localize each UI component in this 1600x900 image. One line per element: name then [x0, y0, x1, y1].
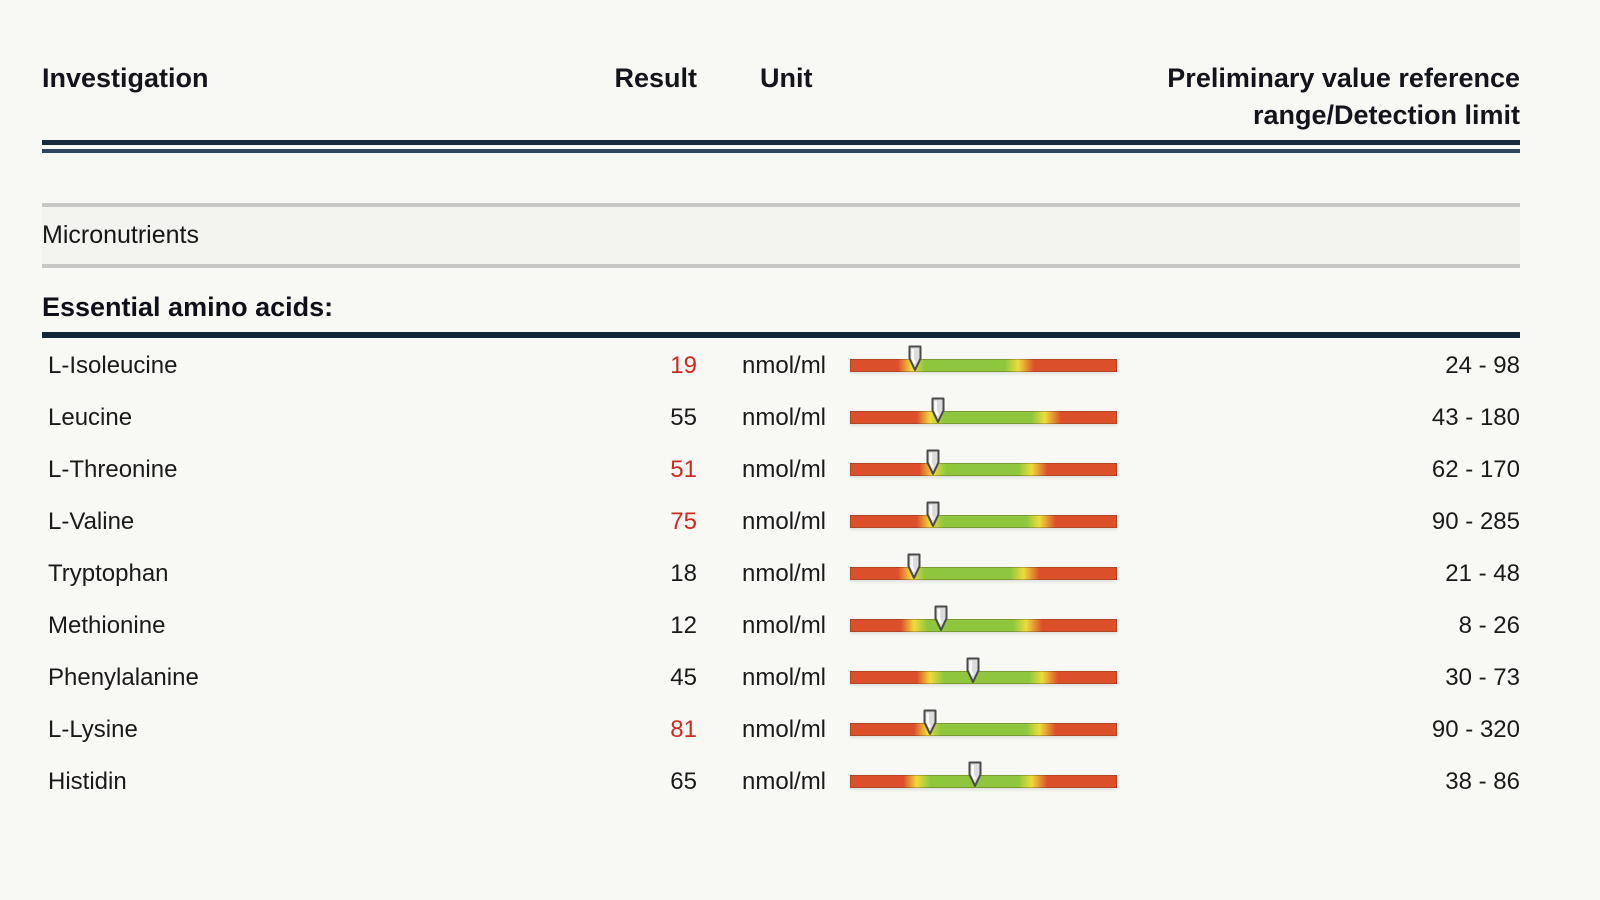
result-value: 81 [670, 716, 697, 743]
column-header-result: Result [614, 63, 697, 93]
analyte-name: Histidin [48, 768, 127, 795]
range-marker-icon [930, 397, 947, 424]
reference-bar-wrap [850, 657, 1117, 684]
reference-range-bar [850, 709, 1117, 736]
section-band-micronutrients: Micronutrients [42, 207, 1520, 268]
result-unit: nmol/ml [742, 404, 827, 431]
result-unit: nmol/ml [742, 456, 827, 483]
analyte-name: L-Isoleucine [48, 352, 178, 379]
analyte-name: Phenylalanine [48, 664, 199, 691]
reference-bar-wrap [850, 397, 1117, 424]
result-unit: nmol/ml [742, 612, 827, 639]
reference-range-bar [850, 449, 1117, 476]
column-header-investigation: Investigation [42, 63, 209, 93]
header-divider-top [42, 140, 1520, 145]
reference-range-bar [850, 501, 1117, 528]
result-value: 18 [670, 560, 697, 587]
table-row: Tryptophan 18 nmol/ml 21 - 48 [42, 548, 1520, 600]
table-row: Histidin 65 nmol/ml 38 - 86 [42, 756, 1520, 808]
table-row: Methionine 12 nmol/ml 8 - 26 [42, 600, 1520, 652]
result-unit: nmol/ml [742, 664, 827, 691]
reference-range-bar [850, 553, 1117, 580]
column-header-unit: Unit [760, 63, 813, 93]
range-marker-icon [922, 709, 939, 736]
result-unit: nmol/ml [742, 716, 827, 743]
spacer [42, 153, 1520, 203]
analyte-name: L-Lysine [48, 716, 138, 743]
reference-range: 8 - 26 [1458, 612, 1520, 639]
header-divider-bottom [42, 149, 1520, 153]
result-value: 45 [670, 664, 697, 691]
table-row: Phenylalanine 45 nmol/ml 30 - 73 [42, 652, 1520, 704]
table-row: Leucine 55 nmol/ml 43 - 180 [42, 392, 1520, 444]
result-value: 51 [670, 456, 697, 483]
section-title: Micronutrients [42, 221, 199, 249]
reference-range-bar [850, 397, 1117, 424]
table-row: L-Lysine 81 nmol/ml 90 - 320 [42, 704, 1520, 756]
group-underline [42, 332, 1520, 338]
result-value: 19 [670, 352, 697, 379]
reference-range: 90 - 320 [1431, 716, 1520, 743]
reference-bar-wrap [850, 449, 1117, 476]
results-table-body: L-Isoleucine 19 nmol/ml 24 - 98 Leucine … [42, 340, 1520, 808]
table-row: L-Valine 75 nmol/ml 90 - 285 [42, 496, 1520, 548]
result-value: 65 [670, 768, 697, 795]
result-unit: nmol/ml [742, 560, 827, 587]
table-header: Investigation Result Unit Preliminary va… [42, 60, 1520, 140]
reference-range-bar [850, 761, 1117, 788]
analyte-name: L-Threonine [48, 456, 178, 483]
analyte-name: Methionine [48, 612, 166, 639]
table-row: L-Threonine 51 nmol/ml 62 - 170 [42, 444, 1520, 496]
spacer [42, 268, 1520, 292]
reference-range: 21 - 48 [1445, 560, 1520, 587]
reference-range: 43 - 180 [1431, 404, 1520, 431]
group-title: Essential amino acids: [42, 292, 334, 322]
reference-range: 30 - 73 [1445, 664, 1520, 691]
analyte-name: Tryptophan [48, 560, 169, 587]
analyte-name: L-Valine [48, 508, 135, 535]
range-marker-icon [924, 449, 941, 476]
range-marker-icon [907, 345, 924, 372]
result-value: 75 [670, 508, 697, 535]
section-top-rule [42, 203, 1520, 207]
reference-bar-wrap [850, 709, 1117, 736]
range-marker-icon [964, 657, 981, 684]
range-marker-icon [924, 501, 941, 528]
result-value: 12 [670, 612, 697, 639]
result-value: 55 [670, 404, 697, 431]
reference-range: 38 - 86 [1445, 768, 1520, 795]
range-marker-icon [967, 761, 984, 788]
report-content: Investigation Result Unit Preliminary va… [42, 0, 1520, 808]
column-header-reference-line1: Preliminary value reference [1167, 63, 1520, 93]
column-header-reference: Preliminary value reference range/Detect… [1167, 60, 1520, 134]
reference-bar-wrap [850, 553, 1117, 580]
reference-bar-wrap [850, 501, 1117, 528]
reference-bar-wrap [850, 345, 1117, 372]
range-marker-icon [906, 553, 923, 580]
reference-range-bar [850, 345, 1117, 372]
result-unit: nmol/ml [742, 352, 827, 379]
result-unit: nmol/ml [742, 508, 827, 535]
table-row: L-Isoleucine 19 nmol/ml 24 - 98 [42, 340, 1520, 392]
result-unit: nmol/ml [742, 768, 827, 795]
reference-range: 90 - 285 [1431, 508, 1520, 535]
reference-bar-wrap [850, 761, 1117, 788]
reference-range-bar [850, 605, 1117, 632]
column-header-reference-line2: range/Detection limit [1252, 100, 1520, 130]
range-marker-icon [932, 605, 949, 632]
reference-range: 24 - 98 [1445, 352, 1520, 379]
reference-range: 62 - 170 [1431, 456, 1520, 483]
reference-range-bar [850, 657, 1117, 684]
reference-bar-wrap [850, 605, 1117, 632]
analyte-name: Leucine [48, 404, 133, 431]
